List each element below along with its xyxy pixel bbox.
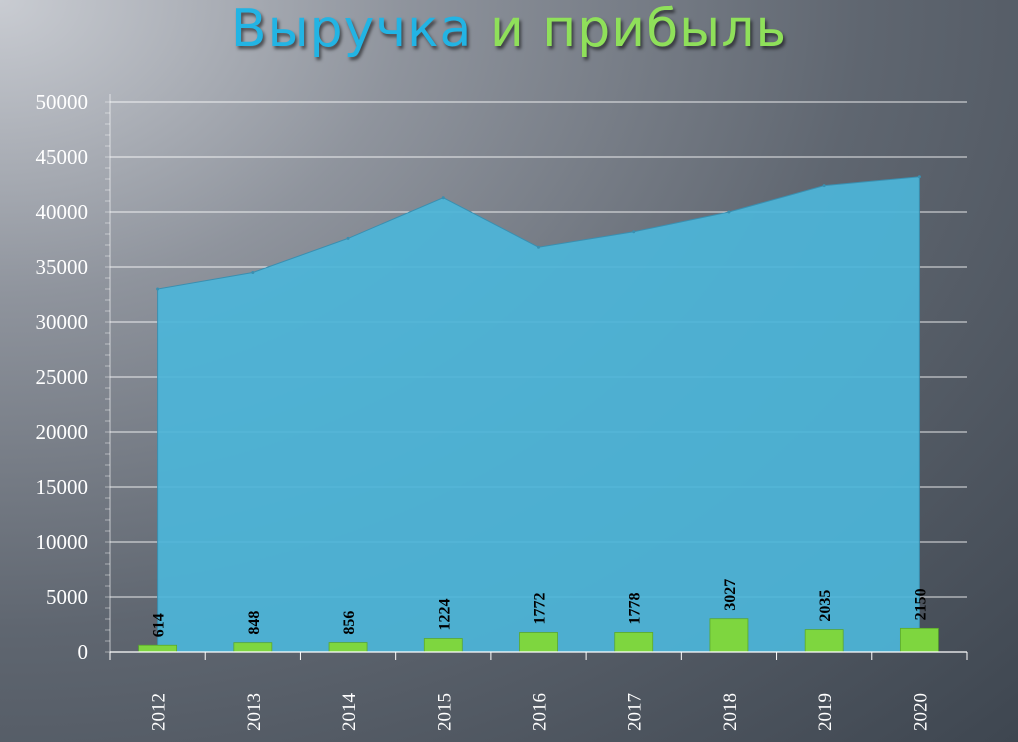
data-label: 2035 [817, 590, 834, 622]
profit-bar [519, 632, 558, 653]
y-tick-label: 50000 [36, 90, 89, 114]
profit-bar [709, 618, 749, 653]
revenue-point [441, 196, 445, 200]
x-tick-label: 2013 [244, 693, 265, 731]
profit-bar [423, 638, 463, 653]
revenue-point [156, 287, 160, 291]
y-tick-label: 25000 [36, 365, 89, 389]
title-part-revenue: Выручка [230, 0, 473, 59]
y-tick-label: 15000 [36, 475, 89, 499]
x-tick-label: 2016 [530, 693, 551, 731]
x-tick-label: 2020 [910, 693, 931, 731]
revenue-point [537, 245, 540, 249]
y-tick-label: 40000 [36, 200, 89, 224]
profit-bar [804, 629, 844, 653]
title-part-profit: и прибыль [489, 0, 788, 59]
data-label: 3027 [722, 579, 739, 611]
data-label: 848 [246, 611, 263, 635]
y-tick-label: 20000 [36, 420, 89, 444]
x-tick-label: 2018 [720, 693, 741, 731]
y-tick-label: 10000 [36, 530, 89, 554]
revenue-point [822, 184, 826, 188]
x-tick-label: 2012 [149, 693, 170, 731]
y-tick-label: 5000 [46, 585, 88, 609]
y-tick-label: 0 [78, 640, 89, 664]
data-label: 614 [151, 613, 168, 637]
profit-bar [328, 642, 368, 653]
revenue-area [157, 176, 920, 653]
data-label: 1224 [436, 599, 453, 631]
data-label: 1778 [627, 592, 644, 624]
y-tick-label: 45000 [36, 145, 89, 169]
revenue-point [917, 175, 921, 179]
data-label: 856 [341, 611, 358, 635]
profit-bar [614, 632, 654, 653]
profit-bar [233, 642, 273, 653]
revenue-point [346, 236, 350, 240]
x-tick-label: 2019 [815, 693, 836, 731]
revenue-point [632, 230, 636, 234]
chart-title: Выручка и прибыль [0, 0, 1018, 62]
x-tick-label: 2017 [625, 693, 646, 731]
data-label: 1772 [532, 593, 549, 625]
revenue-point [251, 271, 255, 274]
data-label: 2150 [912, 588, 929, 620]
revenue-point [727, 210, 731, 214]
y-tick-label: 35000 [36, 255, 89, 279]
y-tick-label: 30000 [36, 310, 89, 334]
x-tick-label: 2014 [339, 693, 360, 732]
profit-bar [138, 644, 178, 653]
x-tick-label: 2015 [434, 693, 455, 731]
profit-bar [899, 627, 939, 653]
